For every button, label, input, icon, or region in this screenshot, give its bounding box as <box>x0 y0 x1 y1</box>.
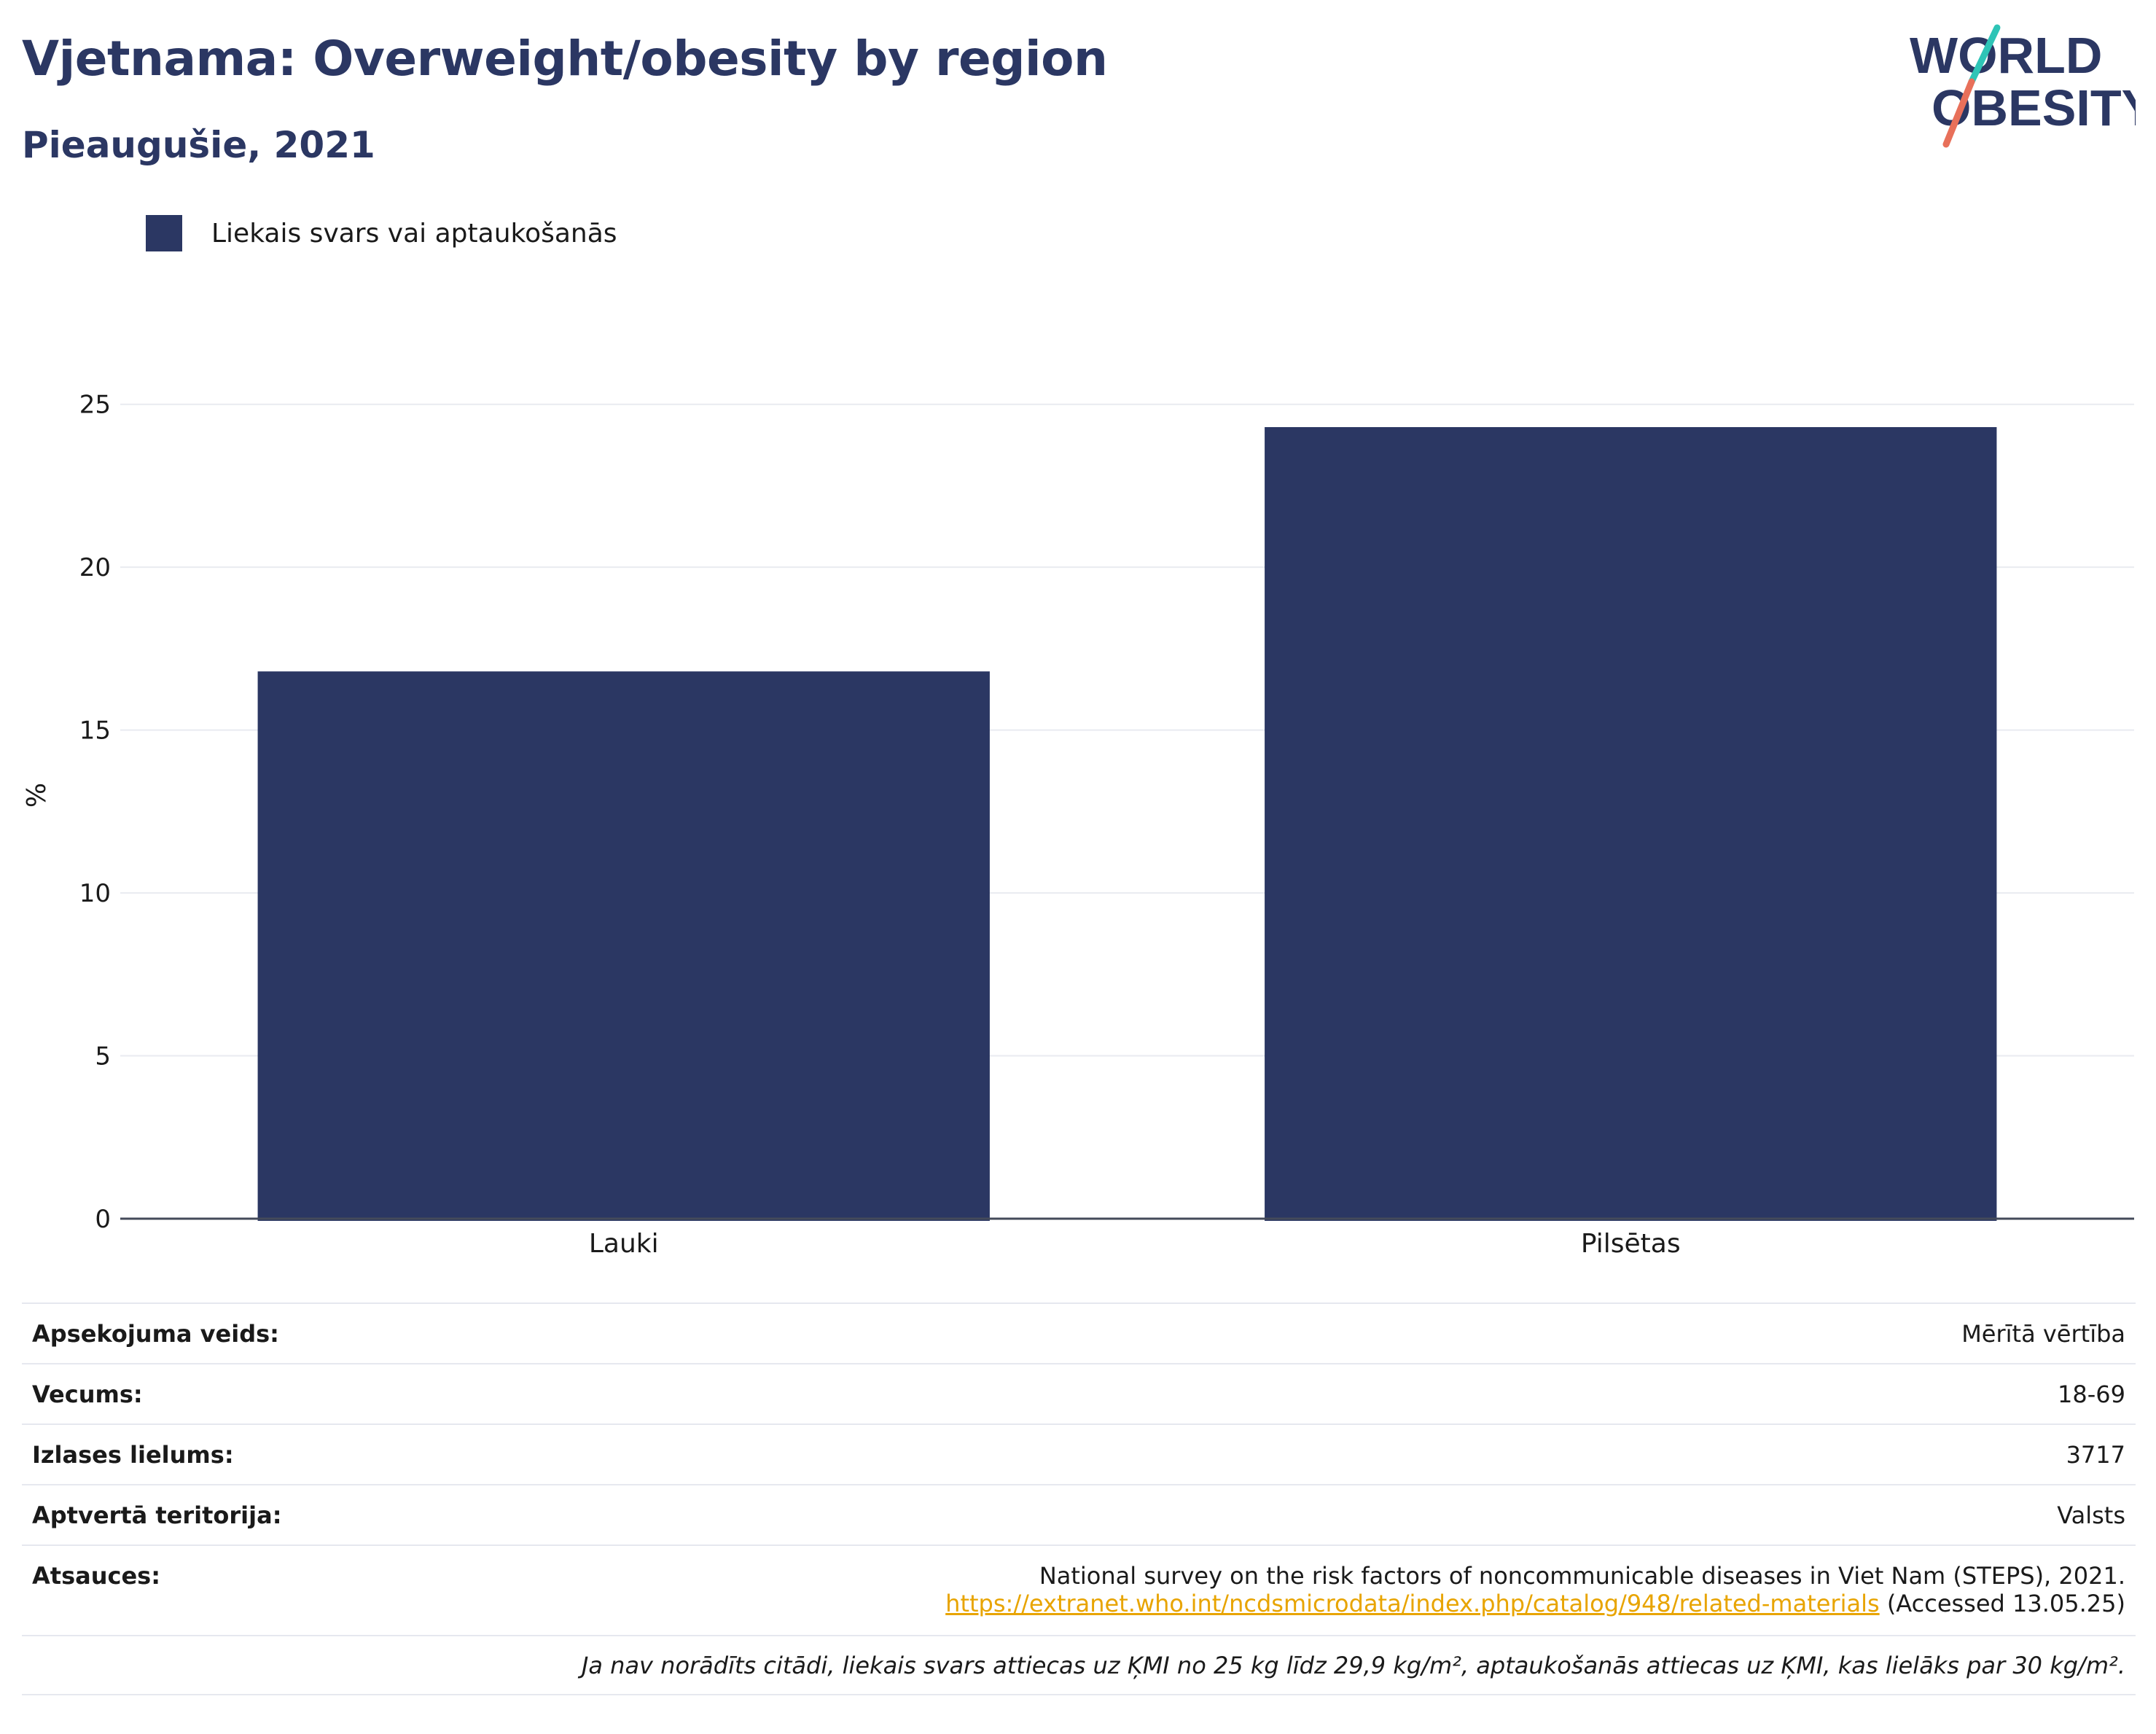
logo-line1: WORLD <box>1910 27 2102 84</box>
x-tick-label: Lauki <box>589 1229 659 1259</box>
page-title: Vjetnama: Overweight/obesity by region <box>22 31 1108 87</box>
legend-label: Liekais svars vai aptaukošanās <box>211 218 617 249</box>
coverage-value: Valsts <box>2057 1501 2125 1529</box>
y-tick-label: 15 <box>79 716 111 746</box>
references-label: Atsauces: <box>32 1562 160 1590</box>
survey-type-value: Mērītā vērtība <box>1961 1319 2125 1348</box>
info-row-age: Vecums: 18-69 <box>22 1363 2136 1423</box>
survey-type-label: Apsekojuma veids: <box>32 1319 279 1348</box>
bar-chart: 0 5 10 15 20 25% Lauki Pilsētas <box>22 391 2134 1259</box>
age-value: 18-69 <box>2058 1380 2125 1408</box>
x-tick-label: Pilsētas <box>1581 1229 1681 1259</box>
bar <box>1265 426 1997 1221</box>
reference-accessed: (Accessed 13.05.25) <box>1879 1590 2125 1617</box>
logo-slash-bottom <box>1942 78 1975 148</box>
sample-size-value: 3717 <box>2066 1440 2125 1469</box>
page-subtitle: Pieaugušie, 2021 <box>22 124 375 166</box>
y-axis-label: % <box>22 783 52 808</box>
y-tick-label: 10 <box>79 879 111 908</box>
y-tick-label: 20 <box>79 553 111 582</box>
definition-note: Ja nav norādīts citādi, liekais svars at… <box>581 1651 2125 1679</box>
info-row-coverage: Aptvertā teritorija: Valsts <box>22 1484 2136 1544</box>
info-row-sample-size: Izlases lielums: 3717 <box>22 1423 2136 1484</box>
info-row-references: Atsauces: National survey on the risk fa… <box>22 1544 2136 1635</box>
world-obesity-logo: WORLD OBESITY <box>1910 24 2136 148</box>
info-row-note: Ja nav norādīts citādi, liekais svars at… <box>22 1635 2136 1695</box>
sample-size-label: Izlases lielums: <box>32 1440 234 1469</box>
chart-legend: Liekais svars vai aptaukošanās <box>146 215 617 251</box>
bar <box>257 671 990 1221</box>
references-value: National survey on the risk factors of n… <box>945 1562 2125 1617</box>
y-tick-label: 25 <box>79 391 111 420</box>
legend-swatch <box>146 215 182 251</box>
coverage-label: Aptvertā teritorija: <box>32 1501 282 1529</box>
reference-text: National survey on the risk factors of n… <box>1039 1562 2125 1590</box>
info-row-survey-type: Apsekojuma veids: Mērītā vērtība <box>22 1303 2136 1363</box>
y-tick-label: 0 <box>95 1205 111 1234</box>
y-tick-label: 5 <box>95 1042 111 1071</box>
info-table: Apsekojuma veids: Mērītā vērtība Vecums:… <box>22 1303 2136 1695</box>
reference-link[interactable]: https://extranet.who.int/ncdsmicrodata/i… <box>945 1590 1880 1617</box>
logo-slash-top <box>1968 24 2001 85</box>
age-label: Vecums: <box>32 1380 143 1408</box>
